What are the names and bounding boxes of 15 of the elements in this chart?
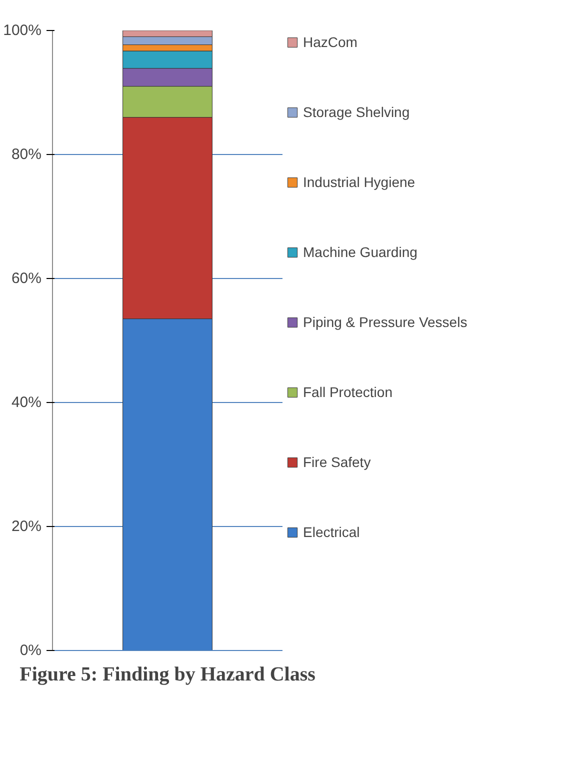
legend-label: Electrical <box>303 524 361 540</box>
y-tick-label: 20% <box>11 518 42 535</box>
legend-label: Piping & Pressure Vessels <box>303 314 468 330</box>
y-tick-label: 80% <box>11 146 42 163</box>
legend-label: Fall Protection <box>303 384 394 400</box>
legend-label: HazCom <box>303 34 358 50</box>
legend-label: Machine Guarding <box>303 244 418 260</box>
legend-label: Storage Shelving <box>303 104 411 120</box>
y-tick-label: 60% <box>11 270 42 287</box>
y-tick-label: 40% <box>11 394 42 411</box>
legend-label: Industrial Hygiene <box>303 174 416 190</box>
y-tick-label: 100% <box>3 22 42 39</box>
y-tick-label: 0% <box>20 642 42 659</box>
text: Figure 5: Finding by Hazard Class <box>20 664 316 686</box>
legend-label: Fire Safety <box>303 454 372 470</box>
